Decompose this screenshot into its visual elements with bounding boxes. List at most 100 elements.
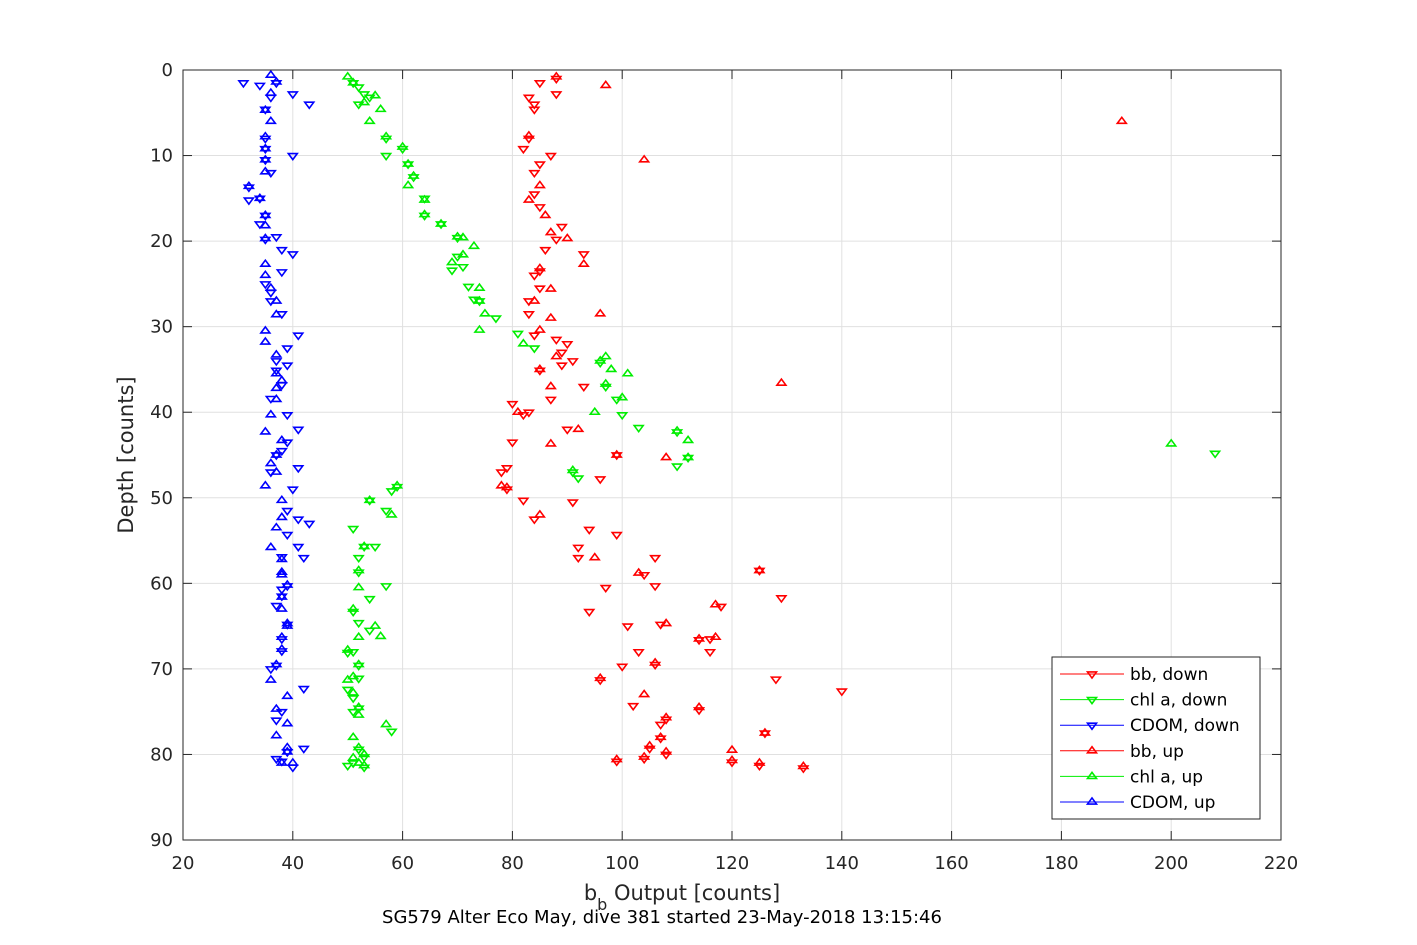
data-point (660, 618, 673, 627)
x-tick-label: 80 (501, 853, 524, 874)
data-point (264, 666, 277, 675)
data-point (473, 298, 486, 307)
x-tick-label: 140 (825, 853, 859, 874)
data-point (725, 755, 739, 764)
data-point (456, 232, 470, 241)
data-point (264, 409, 277, 418)
data-point (270, 382, 283, 392)
legend: bb, down chl a, down CDOM, down bb, up chl a… (1051, 656, 1261, 820)
legend-items: bb, down chl a, down CDOM, down bb, up chl a… (1060, 665, 1240, 813)
data-point (363, 497, 376, 506)
data-point (1209, 450, 1222, 459)
data-point (621, 368, 634, 377)
data-point (385, 728, 398, 737)
data-point (544, 283, 557, 292)
data-point (660, 712, 673, 721)
data-point (270, 309, 283, 318)
data-point (610, 531, 623, 540)
data-point (275, 569, 288, 578)
data-point (753, 567, 766, 576)
data-point (692, 707, 706, 716)
data-point (572, 423, 585, 433)
data-point (270, 602, 283, 611)
data-point (347, 731, 360, 741)
data-point (264, 87, 277, 96)
data-point (539, 246, 552, 256)
data-point (275, 246, 288, 256)
data-point (632, 567, 645, 576)
data-point (550, 91, 563, 100)
data-point (341, 649, 354, 659)
data-point (467, 240, 481, 250)
data-point (528, 106, 541, 115)
data-point (286, 91, 299, 100)
data-point (352, 582, 365, 591)
data-point (434, 221, 448, 230)
data-point (374, 630, 387, 640)
legend-item: bb, up (1060, 742, 1184, 762)
data-point (275, 757, 288, 766)
data-point (566, 358, 579, 367)
data-point (352, 619, 365, 629)
data-point (270, 522, 283, 531)
data-point (396, 141, 409, 150)
data-point (358, 543, 371, 552)
data-point (259, 426, 272, 435)
data-point (528, 191, 541, 200)
x-tick-label: 20 (172, 853, 195, 874)
data-point (259, 145, 272, 155)
data-point (692, 701, 706, 711)
data-point (281, 345, 294, 354)
data-point (286, 757, 299, 766)
data-point (599, 351, 612, 360)
legend-box (1051, 656, 1261, 820)
data-point (270, 466, 283, 475)
data-point (544, 227, 557, 236)
dive-caption: SG579 Alter Eco May, dive 381 started 23… (382, 907, 942, 928)
data-point (369, 90, 382, 99)
data-point (270, 659, 283, 668)
x-tick-label: 180 (1044, 853, 1078, 874)
data-point (347, 608, 360, 617)
data-point (380, 152, 393, 161)
data-point (610, 754, 623, 763)
data-point (753, 762, 766, 771)
data-point (292, 543, 305, 552)
legend-item: CDOM, up (1060, 793, 1215, 813)
data-point (456, 249, 470, 258)
data-point (264, 94, 277, 103)
data-point (616, 663, 629, 672)
data-point (275, 631, 288, 641)
data-point (610, 452, 623, 461)
data-point (380, 583, 393, 592)
data-point (473, 282, 486, 291)
data-point (259, 210, 272, 219)
data-point (275, 708, 288, 718)
data-point (533, 204, 546, 213)
data-point (286, 251, 299, 260)
data-point (292, 465, 305, 474)
data-point (522, 194, 535, 203)
data-point (616, 392, 629, 401)
data-point (281, 531, 294, 540)
data-point (605, 364, 618, 373)
data-point (775, 595, 788, 604)
legend-marker (1085, 745, 1099, 754)
data-point (588, 552, 601, 561)
data-point (275, 603, 288, 612)
data-point (292, 426, 305, 435)
data-point (275, 435, 288, 444)
data-point (270, 295, 283, 304)
data-point (528, 101, 541, 110)
data-point (594, 476, 607, 485)
y-tick-label: 20 (150, 231, 173, 252)
data-point (303, 520, 316, 529)
data-point (281, 411, 294, 421)
data-point (511, 330, 524, 339)
data-point (259, 480, 272, 489)
y-tick-label: 50 (150, 488, 173, 509)
data-point (572, 544, 585, 553)
data-point (281, 507, 294, 517)
data-point (352, 742, 365, 751)
data-point (495, 480, 508, 489)
